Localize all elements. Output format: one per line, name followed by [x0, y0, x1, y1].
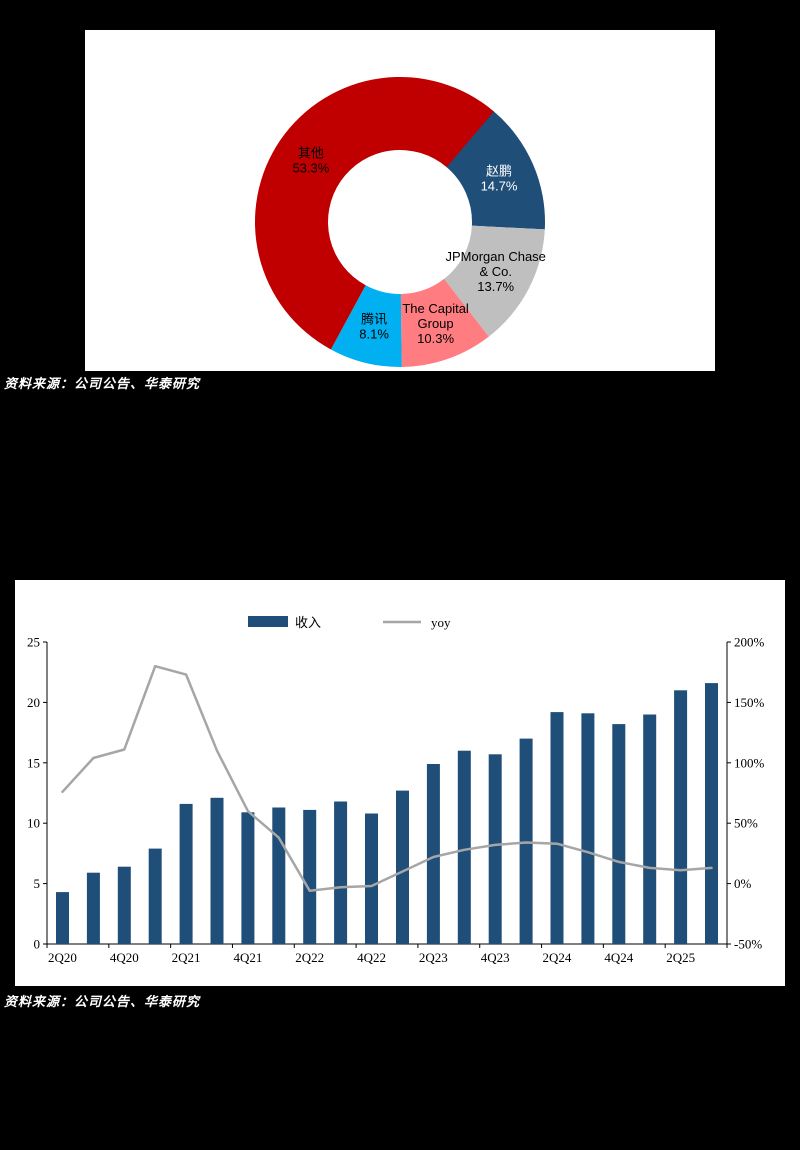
revenue-bar [612, 724, 626, 944]
x-axis-tick-label: 2Q21 [172, 950, 201, 965]
revenue-bar [396, 790, 409, 944]
donut-slice-label: The Capital Group 10.3% [402, 301, 469, 346]
x-axis-tick-label: 4Q23 [481, 950, 510, 965]
x-axis-tick-label: 2Q22 [295, 950, 324, 965]
revenue-bar [488, 754, 502, 944]
x-axis-tick-label: 4Q20 [110, 950, 139, 965]
revenue-bar [365, 813, 378, 944]
revenue-bar [550, 712, 564, 944]
right-axis-tick-label: 100% [734, 755, 765, 770]
right-axis-tick-label: 0% [734, 876, 752, 891]
revenue-bar [303, 809, 317, 944]
legend-line-label: yoy [431, 615, 451, 630]
revenue-bar [272, 807, 286, 944]
revenue-bar [241, 812, 255, 944]
yoy-line [61, 664, 713, 893]
left-axis-tick-label: 25 [27, 635, 40, 650]
revenue-bar [426, 764, 440, 944]
donut-slice-label: JPMorgan Chase & Co. 13.7% [445, 249, 545, 294]
shareholder-chart-panel: 赵鹏 14.7% JPMorgan Chase & Co. 13.7% The Capit… [85, 30, 715, 371]
revenue-bar [581, 713, 595, 944]
left-axis-tick-label: 20 [27, 695, 40, 710]
shareholder-donut-chart: 赵鹏 14.7% JPMorgan Chase & Co. 13.7% The Capit… [254, 76, 546, 368]
donut-slice-3 [400, 278, 489, 367]
donut-slice-4 [330, 285, 402, 368]
source-note-bottom: 资料来源：公司公告、华泰研究 [4, 994, 201, 1009]
revenue-bar [117, 866, 131, 944]
right-axis-tick-label: 50% [734, 816, 758, 831]
revenue-yoy-combo-chart: 0 5 10 15 20 25 -50% 0% 50% 100% 150% 200% 2Q20 4Q20 2… [27, 615, 765, 965]
revenue-bar [334, 801, 348, 944]
revenue-chart-panel: 0 5 10 15 20 25 -50% 0% 50% 100% 150% 200% 2Q20 4Q20 2… [15, 580, 785, 986]
legend-bar-swatch [248, 616, 288, 627]
right-axis-tick-label: 200% [734, 635, 765, 650]
donut-slice-5 [254, 76, 494, 350]
right-axis-tick-label: 150% [734, 695, 765, 710]
x-axis-tick-label: 2Q20 [48, 950, 77, 965]
revenue-bar [705, 683, 718, 944]
revenue-bar [457, 750, 471, 944]
x-axis-tick-label: 2Q24 [543, 950, 572, 965]
revenue-bar [674, 690, 688, 944]
legend-bar-label: 收入 [295, 615, 321, 630]
x-axis-tick-label: 4Q24 [604, 950, 633, 965]
donut-slice-label: 其他 53.3% [292, 146, 329, 176]
source-note-top: 资料来源：公司公告、华泰研究 [4, 376, 201, 391]
revenue-bar [210, 797, 224, 944]
donut-slice-label: 腾讯 8.1% [359, 311, 389, 341]
donut-slice-1 [446, 110, 545, 230]
x-axis-tick-label: 2Q25 [666, 950, 695, 965]
revenue-bar [148, 848, 162, 944]
left-axis-tick-label: 0 [34, 937, 41, 952]
left-axis-tick-label: 5 [34, 876, 41, 891]
x-axis-tick-label: 4Q22 [357, 950, 386, 965]
donut-slice-label: 赵鹏 14.7% [481, 163, 518, 193]
x-axis-tick-label: 2Q23 [419, 950, 448, 965]
revenue-bar [56, 892, 69, 944]
revenue-bar [86, 872, 100, 944]
left-axis-tick-label: 15 [27, 755, 40, 770]
revenue-bar [643, 714, 657, 944]
x-axis-tick-label: 4Q21 [233, 950, 262, 965]
left-axis-tick-label: 10 [27, 816, 40, 831]
donut-slice-2 [444, 225, 545, 337]
right-axis-tick-label: -50% [734, 937, 762, 952]
revenue-bar [179, 803, 193, 944]
